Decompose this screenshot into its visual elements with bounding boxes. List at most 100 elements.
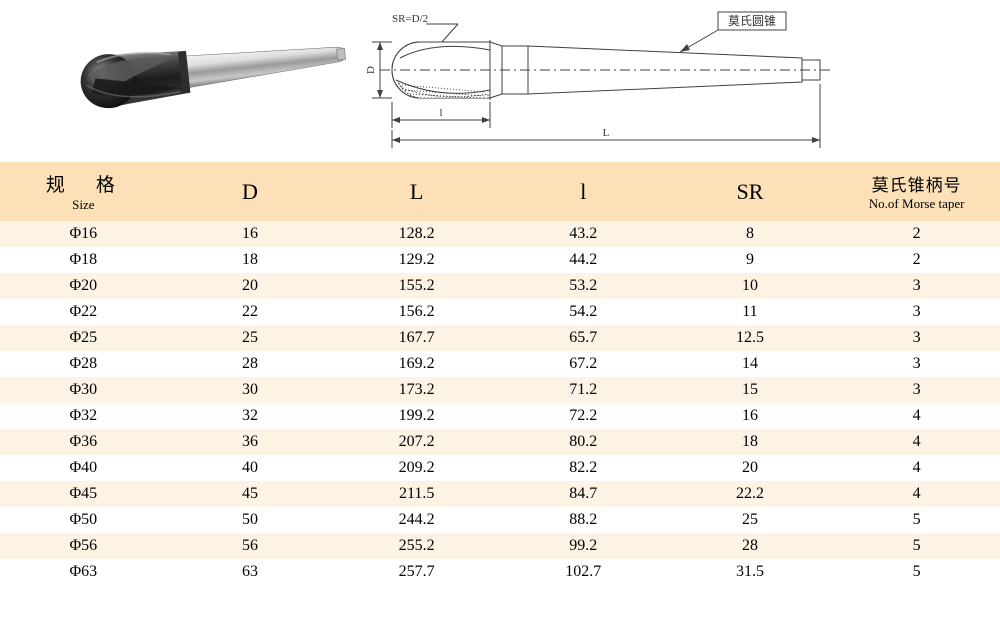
table-cell: 18: [167, 247, 334, 273]
table-row: Φ4545211.584.722.24: [0, 481, 1000, 507]
table-row: Φ2828169.267.2143: [0, 351, 1000, 377]
table-cell: 25: [167, 325, 334, 351]
table-cell: 207.2: [333, 429, 500, 455]
table-cell: 32: [167, 403, 334, 429]
table-cell: 257.7: [333, 559, 500, 585]
table-cell: 18: [667, 429, 834, 455]
table-cell: 155.2: [333, 273, 500, 299]
table-cell: 4: [833, 455, 1000, 481]
table-cell: 84.7: [500, 481, 667, 507]
table-cell: 3: [833, 377, 1000, 403]
table-row: Φ3030173.271.2153: [0, 377, 1000, 403]
table-row: Φ2525167.765.712.53: [0, 325, 1000, 351]
col-size: 规 格 Size: [0, 162, 167, 221]
table-cell: 71.2: [500, 377, 667, 403]
table-cell: 56: [167, 533, 334, 559]
table-cell: 72.2: [500, 403, 667, 429]
table-row: Φ4040209.282.2204: [0, 455, 1000, 481]
table-cell: 3: [833, 273, 1000, 299]
table-cell: 5: [833, 507, 1000, 533]
table-cell: Φ22: [0, 299, 167, 325]
table-cell: 67.2: [500, 351, 667, 377]
top-figure-area: SR=D/2 莫氏圆锥: [0, 0, 1000, 162]
table-cell: 53.2: [500, 273, 667, 299]
table-row: Φ5050244.288.2255: [0, 507, 1000, 533]
table-cell: 3: [833, 351, 1000, 377]
table-cell: 80.2: [500, 429, 667, 455]
col-l: l: [500, 162, 667, 221]
sr-label: SR=D/2: [392, 13, 428, 25]
table-cell: 15: [667, 377, 834, 403]
dim-l-label: l: [439, 107, 442, 119]
table-cell: 40: [167, 455, 334, 481]
table-cell: 167.7: [333, 325, 500, 351]
table-cell: 28: [667, 533, 834, 559]
table-row: Φ3232199.272.2164: [0, 403, 1000, 429]
table-cell: 5: [833, 559, 1000, 585]
table-row: Φ6363257.7102.731.55: [0, 559, 1000, 585]
table-cell: 5: [833, 533, 1000, 559]
table-cell: 22: [167, 299, 334, 325]
table-row: Φ1616128.243.282: [0, 221, 1000, 247]
table-cell: Φ20: [0, 273, 167, 299]
table-cell: 43.2: [500, 221, 667, 247]
table-cell: Φ32: [0, 403, 167, 429]
table-cell: 63: [167, 559, 334, 585]
table-cell: 45: [167, 481, 334, 507]
dim-bigl-label: L: [603, 127, 610, 139]
table-cell: 8: [667, 221, 834, 247]
table-cell: 88.2: [500, 507, 667, 533]
table-cell: 4: [833, 481, 1000, 507]
table-cell: 20: [667, 455, 834, 481]
table-cell: Φ40: [0, 455, 167, 481]
table-cell: 36: [167, 429, 334, 455]
table-cell: 82.2: [500, 455, 667, 481]
table-cell: 209.2: [333, 455, 500, 481]
product-photo: [60, 15, 350, 125]
table-cell: 3: [833, 325, 1000, 351]
table-cell: 10: [667, 273, 834, 299]
table-cell: 31.5: [667, 559, 834, 585]
table-cell: 54.2: [500, 299, 667, 325]
table-cell: Φ56: [0, 533, 167, 559]
table-header: 规 格 Size D L l SR 莫氏锥柄号 No.of Morse tape…: [0, 162, 1000, 221]
table-row: Φ2020155.253.2103: [0, 273, 1000, 299]
table-cell: 2: [833, 221, 1000, 247]
table-cell: 128.2: [333, 221, 500, 247]
table-cell: 102.7: [500, 559, 667, 585]
table-row: Φ3636207.280.2184: [0, 429, 1000, 455]
col-sr: SR: [667, 162, 834, 221]
table-cell: Φ63: [0, 559, 167, 585]
taper-label: 莫氏圆锥: [728, 14, 776, 28]
table-cell: 9: [667, 247, 834, 273]
table-cell: 169.2: [333, 351, 500, 377]
table-cell: 4: [833, 403, 1000, 429]
spec-table: 规 格 Size D L l SR 莫氏锥柄号 No.of Morse tape…: [0, 162, 1000, 585]
table-cell: 2: [833, 247, 1000, 273]
table-cell: 199.2: [333, 403, 500, 429]
table-cell: Φ18: [0, 247, 167, 273]
table-cell: 244.2: [333, 507, 500, 533]
table-cell: 30: [167, 377, 334, 403]
table-cell: 22.2: [667, 481, 834, 507]
table-cell: Φ50: [0, 507, 167, 533]
col-morse: 莫氏锥柄号 No.of Morse taper: [833, 162, 1000, 221]
table-cell: 16: [167, 221, 334, 247]
table-cell: 20: [167, 273, 334, 299]
table-row: Φ2222156.254.2113: [0, 299, 1000, 325]
table-cell: Φ45: [0, 481, 167, 507]
table-cell: 65.7: [500, 325, 667, 351]
table-cell: 211.5: [333, 481, 500, 507]
table-cell: 14: [667, 351, 834, 377]
table-cell: 50: [167, 507, 334, 533]
table-row: Φ5656255.299.2285: [0, 533, 1000, 559]
table-row: Φ1818129.244.292: [0, 247, 1000, 273]
table-cell: 16: [667, 403, 834, 429]
technical-diagram: SR=D/2 莫氏圆锥: [350, 10, 980, 160]
col-bigl: L: [333, 162, 500, 221]
table-cell: 3: [833, 299, 1000, 325]
table-cell: Φ16: [0, 221, 167, 247]
table-cell: 4: [833, 429, 1000, 455]
table-cell: 12.5: [667, 325, 834, 351]
table-cell: 11: [667, 299, 834, 325]
